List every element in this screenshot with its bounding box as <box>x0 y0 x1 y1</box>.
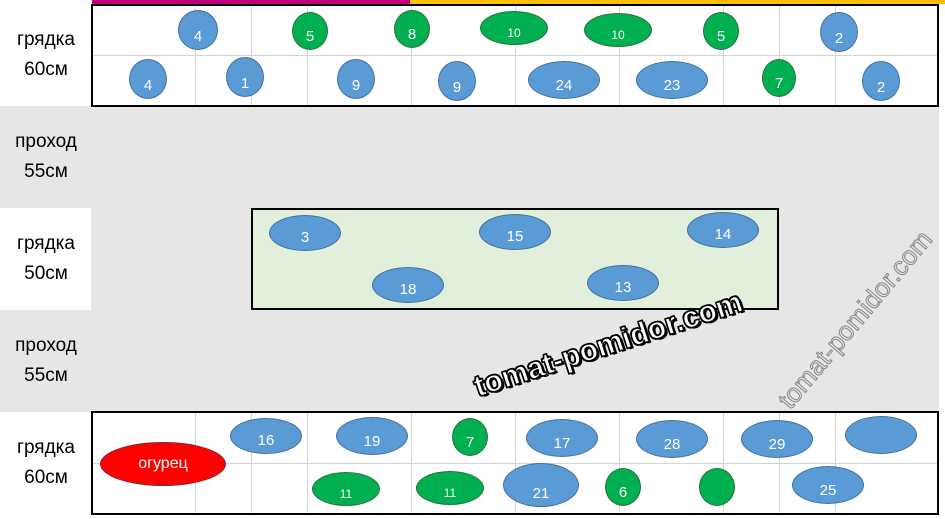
row-label: проход 55см <box>0 310 92 412</box>
plant-marker <box>699 468 735 506</box>
plant-marker: 6 <box>605 468 641 506</box>
row-label: грядка 60см <box>17 437 75 488</box>
grid-line <box>92 463 939 464</box>
plant-marker: 13 <box>587 265 659 301</box>
plant-marker: 16 <box>230 418 302 454</box>
bed-bottom <box>91 411 939 515</box>
plant-marker: 1 <box>226 57 264 97</box>
plant-marker: 17 <box>526 419 598 457</box>
row-label: грядка 50см <box>17 233 75 284</box>
plant-marker: 28 <box>636 420 708 458</box>
plant-marker: 25 <box>792 466 864 504</box>
plant-marker: 9 <box>438 61 476 101</box>
plant-marker: 2 <box>820 12 858 52</box>
plant-marker: 19 <box>336 417 408 455</box>
grid-line <box>92 55 939 56</box>
plant-marker <box>845 416 917 454</box>
plant-marker: 9 <box>337 59 375 99</box>
plant-marker: 29 <box>741 420 813 458</box>
plant-marker: 7 <box>452 418 488 456</box>
plant-marker: 15 <box>479 214 551 250</box>
plant-marker: 10 <box>480 11 548 45</box>
plant-marker: 14 <box>687 212 759 248</box>
plant-marker: 5 <box>292 12 328 50</box>
plant-marker: 3 <box>269 215 341 251</box>
plant-marker: 24 <box>528 61 600 99</box>
bed-top <box>91 4 939 107</box>
top-bar-left <box>92 0 410 4</box>
plant-marker: 2 <box>862 61 900 101</box>
plant-marker: 11 <box>312 472 380 506</box>
plant-marker: 7 <box>762 59 796 97</box>
plant-marker: 4 <box>129 59 167 99</box>
row-label: грядка 60см <box>17 29 75 80</box>
plant-marker: 23 <box>636 61 708 99</box>
plant-marker: 18 <box>372 267 444 303</box>
plant-marker: 5 <box>703 12 739 50</box>
row-label: проход 55см <box>0 106 92 208</box>
cucumber-plant: огурец <box>100 442 226 486</box>
plant-marker: 10 <box>584 13 652 47</box>
plant-marker: 8 <box>394 10 430 48</box>
plant-marker: 4 <box>178 10 218 50</box>
plant-marker: 11 <box>416 471 484 505</box>
top-bar-right <box>410 0 945 4</box>
plant-marker: 21 <box>503 463 579 507</box>
